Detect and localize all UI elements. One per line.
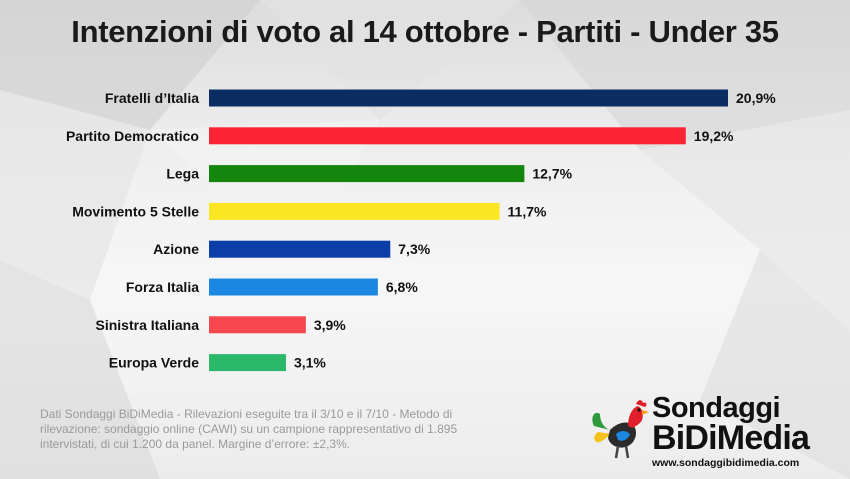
category-label: Forza Italia (126, 279, 199, 295)
value-label: 3,9% (314, 317, 346, 333)
logo-text-sondaggi: Sondaggi (652, 392, 781, 424)
bar (209, 240, 391, 258)
chart-title: Intenzioni di voto al 14 ottobre - Parti… (71, 14, 779, 49)
value-label: 11,7% (508, 203, 547, 219)
value-label: 20,9% (736, 90, 776, 106)
value-label: 12,7% (532, 166, 572, 182)
category-label: Azione (153, 241, 199, 257)
brand-logo[interactable]: Sondaggi BiDiMedia www.sondaggibidimedia… (588, 392, 840, 472)
value-label: 6,8% (386, 279, 418, 295)
bar (209, 278, 378, 296)
value-label: 7,3% (398, 241, 430, 257)
category-label: Movimento 5 Stelle (72, 203, 199, 219)
bar (209, 89, 728, 107)
logo-text-bidimedia: BiDiMedia (652, 419, 810, 457)
footnote: Dati Sondaggi BiDiMedia - Rilevazioni es… (40, 407, 458, 451)
category-label: Lega (166, 166, 199, 182)
rooster-icon (592, 400, 649, 459)
bar (209, 316, 306, 334)
bar (209, 202, 500, 220)
category-label: Fratelli d’Italia (105, 90, 199, 106)
category-label: Europa Verde (109, 355, 199, 371)
bar (209, 354, 286, 372)
value-label: 19,2% (694, 128, 734, 144)
bar (209, 165, 525, 183)
category-label: Sinistra Italiana (96, 317, 200, 333)
value-label: 3,1% (294, 355, 326, 371)
bars-layer: Fratelli d’Italia 20,9% Partito Democratic… (66, 89, 776, 372)
bar (209, 127, 686, 145)
category-label: Partito Democratico (66, 128, 199, 144)
logo-url-link[interactable]: www.sondaggibidimedia.com (652, 457, 800, 469)
